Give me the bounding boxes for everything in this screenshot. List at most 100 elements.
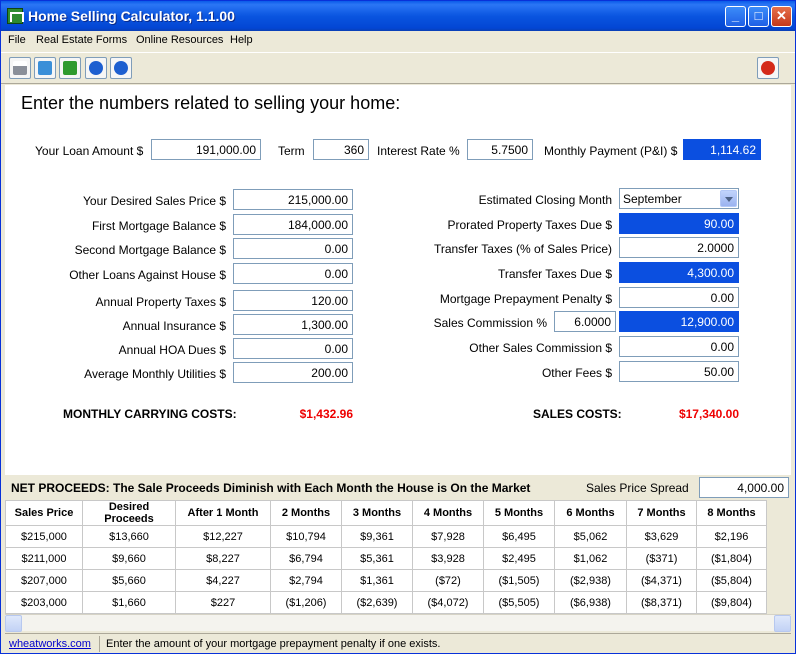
- monthly-payment-label: Monthly Payment (P&I) $: [544, 144, 678, 158]
- close-window-button[interactable]: ✕: [771, 6, 792, 27]
- table-row: $211,000 $9,660 $8,227 $6,794 $5,361 $3,928 $2…: [5, 547, 767, 570]
- hoa-dues-field[interactable]: 0.00: [233, 338, 353, 359]
- closing-month-label: Estimated Closing Month: [478, 193, 612, 207]
- exit-button[interactable]: [757, 57, 779, 79]
- monthly-payment-value: 1,114.62: [683, 139, 761, 160]
- house-icon: [7, 8, 24, 24]
- table-cell: $13,660: [82, 525, 176, 548]
- insurance-label: Annual Insurance $: [122, 319, 226, 333]
- transfer-pct-field[interactable]: 2.0000: [619, 237, 739, 258]
- table-cell: $203,000: [5, 591, 83, 614]
- page-heading: Enter the numbers related to selling you…: [21, 93, 401, 113]
- menu-bar: File Real Estate Forms Online Resources …: [1, 31, 795, 51]
- prorated-taxes-value: 90.00: [619, 213, 739, 234]
- table-cell: $3,928: [412, 547, 484, 570]
- col-7-months: 7 Months: [626, 500, 697, 526]
- menu-online-resources[interactable]: Online Resources: [136, 34, 224, 46]
- table-cell: $12,227: [175, 525, 271, 548]
- check-icon: [63, 61, 77, 75]
- prepayment-penalty-field[interactable]: 0.00: [619, 287, 739, 308]
- status-message: Enter the amount of your mortgage prepay…: [106, 638, 441, 650]
- sales-price-field[interactable]: 215,000.00: [233, 189, 353, 210]
- menu-help[interactable]: Help: [230, 34, 253, 46]
- maximize-button[interactable]: □: [748, 6, 769, 27]
- commission-pct-field[interactable]: 6.0000: [554, 311, 616, 332]
- table-cell: $6,495: [483, 525, 555, 548]
- prepayment-penalty-label: Mortgage Prepayment Penalty $: [439, 292, 612, 306]
- table-cell: ($1,206): [270, 591, 342, 614]
- table-cell: ($1,804): [696, 547, 767, 570]
- second-mortgage-label: Second Mortgage Balance $: [74, 243, 226, 257]
- refresh-button[interactable]: [34, 57, 56, 79]
- table-cell: ($4,371): [626, 569, 697, 592]
- table-cell: $5,361: [341, 547, 413, 570]
- menu-file[interactable]: File: [8, 34, 26, 46]
- carrying-costs-value: $1,432.96: [299, 407, 353, 421]
- table-row: $207,000 $5,660 $4,227 $2,794 $1,361 ($72) ($1…: [5, 569, 767, 592]
- menu-real-estate-forms[interactable]: Real Estate Forms: [36, 34, 128, 46]
- horizontal-scrollbar[interactable]: [5, 614, 791, 632]
- table-cell: ($1,505): [483, 569, 555, 592]
- help-button[interactable]: [110, 57, 132, 79]
- col-6-months: 6 Months: [554, 500, 627, 526]
- property-taxes-label: Annual Property Taxes $: [95, 295, 226, 309]
- table-cell: $215,000: [5, 525, 83, 548]
- spread-label: Sales Price Spread: [586, 481, 689, 495]
- spread-field[interactable]: 4,000.00: [699, 477, 789, 498]
- table-cell: $4,227: [175, 569, 271, 592]
- interest-rate-field[interactable]: 5.7500: [467, 139, 533, 160]
- website-link[interactable]: wheatworks.com: [9, 638, 91, 650]
- property-taxes-field[interactable]: 120.00: [233, 290, 353, 311]
- other-fees-label: Other Fees $: [541, 366, 612, 380]
- chevron-down-icon[interactable]: [720, 190, 737, 207]
- col-5-months: 5 Months: [483, 500, 555, 526]
- first-mortgage-field[interactable]: 184,000.00: [233, 214, 353, 235]
- col-4-months: 4 Months: [412, 500, 484, 526]
- table-cell: $9,660: [82, 547, 176, 570]
- loan-amount-field[interactable]: 191,000.00: [151, 139, 261, 160]
- window-title: Home Selling Calculator, 1.1.00: [28, 8, 235, 24]
- table-cell: $6,794: [270, 547, 342, 570]
- sales-costs-label: SALES COSTS:: [533, 407, 622, 421]
- closing-month-select[interactable]: September: [619, 188, 739, 209]
- utilities-field[interactable]: 200.00: [233, 362, 353, 383]
- sales-costs-value: $17,340.00: [678, 407, 739, 421]
- second-mortgage-field[interactable]: 0.00: [233, 238, 353, 259]
- table-cell: $9,361: [341, 525, 413, 548]
- term-field[interactable]: 360: [313, 139, 369, 160]
- check-button[interactable]: [59, 57, 81, 79]
- print-button[interactable]: [9, 57, 31, 79]
- scroll-left-icon[interactable]: [5, 615, 22, 632]
- table-cell: ($2,938): [554, 569, 627, 592]
- table-cell: ($371): [626, 547, 697, 570]
- insurance-field[interactable]: 1,300.00: [233, 314, 353, 335]
- table-cell: $1,361: [341, 569, 413, 592]
- carrying-costs-label: MONTHLY CARRYING COSTS:: [63, 407, 237, 421]
- other-commission-field[interactable]: 0.00: [619, 336, 739, 357]
- prorated-taxes-label: Prorated Property Taxes Due $: [447, 218, 612, 232]
- table-cell: $211,000: [5, 547, 83, 570]
- commission-value: 12,900.00: [619, 311, 739, 332]
- status-bar: wheatworks.com Enter the amount of your …: [5, 633, 791, 653]
- minimize-button[interactable]: _: [725, 6, 746, 27]
- other-loans-field[interactable]: 0.00: [233, 263, 353, 284]
- table-cell: $1,660: [82, 591, 176, 614]
- commission-pct-label: Sales Commission %: [433, 316, 547, 330]
- info-button[interactable]: [85, 57, 107, 79]
- scroll-right-icon[interactable]: [774, 615, 791, 632]
- transfer-due-label: Transfer Taxes Due $: [497, 267, 612, 281]
- col-2-months: 2 Months: [270, 500, 342, 526]
- table-cell: $207,000: [5, 569, 83, 592]
- col-sales-price: Sales Price: [5, 500, 83, 526]
- table-header-row: Sales Price Desired Proceeds After 1 Mon…: [5, 500, 767, 526]
- table-cell: ($5,804): [696, 569, 767, 592]
- table-cell: ($72): [412, 569, 484, 592]
- table-cell: $10,794: [270, 525, 342, 548]
- table-row: $203,000 $1,660 $227 ($1,206) ($2,639) ($4,07…: [5, 591, 767, 614]
- table-cell: $7,928: [412, 525, 484, 548]
- other-fees-field[interactable]: 50.00: [619, 361, 739, 382]
- col-desired-proceeds: Desired Proceeds: [82, 500, 176, 526]
- other-commission-label: Other Sales Commission $: [469, 341, 612, 355]
- table-cell: ($9,804): [696, 591, 767, 614]
- table-cell: $5,062: [554, 525, 627, 548]
